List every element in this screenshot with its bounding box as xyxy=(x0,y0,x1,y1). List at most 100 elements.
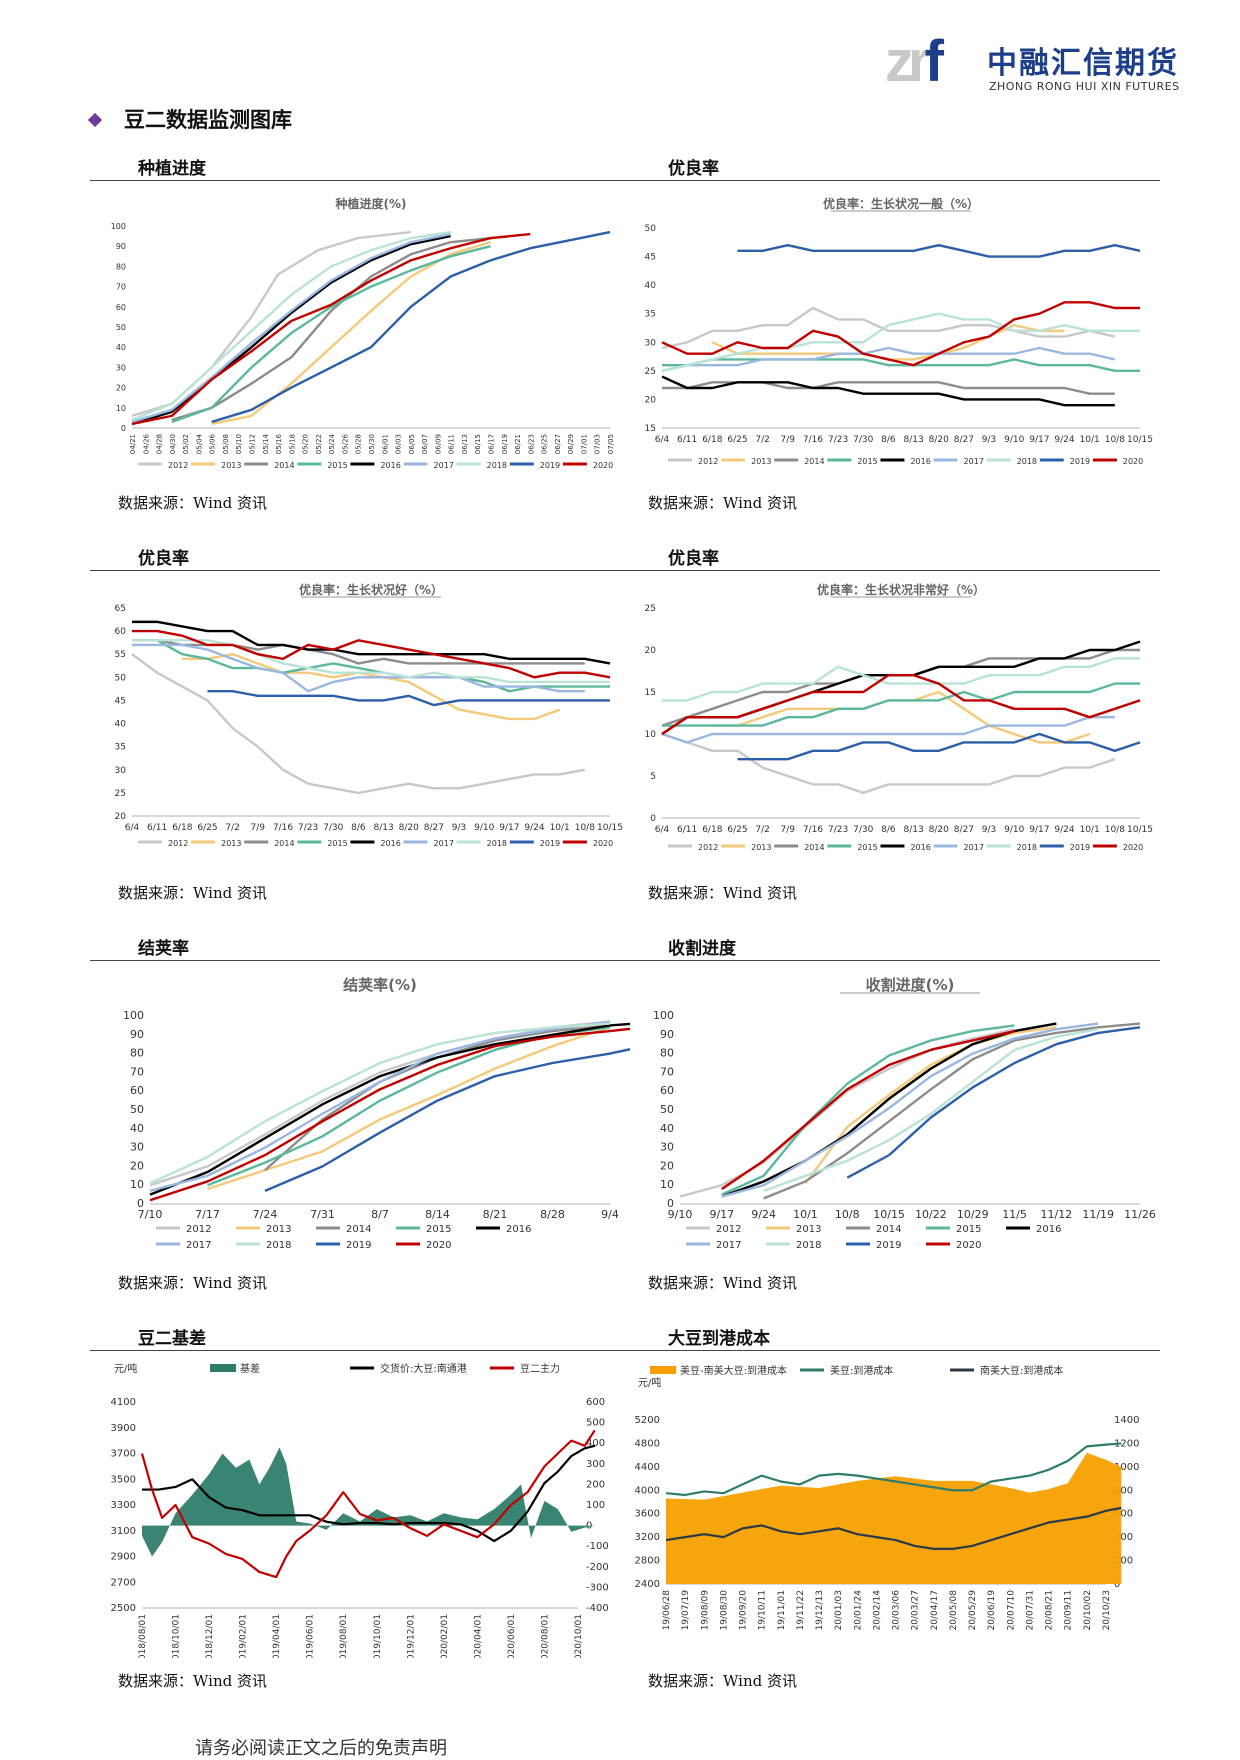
y-tick-label: 35 xyxy=(115,743,126,753)
x-tick-label: 20/10/23 xyxy=(1102,1590,1112,1630)
x-tick-label: 05/14 xyxy=(262,433,270,454)
legend-label: 2012 xyxy=(168,461,188,470)
section-title-text: 豆二数据监测图库 xyxy=(124,108,292,132)
x-tick-label: 10/1 xyxy=(1080,825,1100,835)
legend-label: 2014 xyxy=(346,1224,371,1235)
y-tick-label: 50 xyxy=(116,323,126,332)
x-tick-label: 2019/12/01 xyxy=(406,1614,416,1658)
y-tick-label: 40 xyxy=(645,281,657,291)
x-tick-label: 20/02/14 xyxy=(872,1590,882,1631)
x-tick-label: 06/27 xyxy=(554,434,562,454)
x-tick-label: 05/06 xyxy=(209,433,217,454)
x-tick-label: 9/17 xyxy=(499,823,519,833)
x-tick-label: 06/25 xyxy=(541,434,549,454)
y-tick-label: 45 xyxy=(115,696,126,706)
x-tick-label: 05/04 xyxy=(195,433,203,454)
x-tick-label: 9/24 xyxy=(524,823,544,833)
chart-harvest-progress: 收割进度(%) 0 10 20 30 40 50 60 70 80 90 100 9/10 9/17 9/2… xyxy=(653,976,1156,1251)
block-divider xyxy=(620,570,1160,571)
series-line-2018 xyxy=(661,312,1140,373)
x-tick-label: 10/22 xyxy=(915,1208,947,1221)
series-line-2020 xyxy=(149,1027,630,1202)
chart-good-rate-fair: 优良率：生长状况一般（%） 15 20 25 30 35 40 45 50 6/4 6/11 6/18… xyxy=(645,196,1153,466)
x-tick-label: 6/18 xyxy=(702,435,722,445)
company-logo: zrf 中融汇信期货 ZHONG RONG HUI XIN FUTURES xyxy=(885,28,1185,100)
y-tick-label: 3900 xyxy=(111,1423,136,1434)
legend-label: 2020 xyxy=(1123,457,1143,466)
x-tick-label: 7/2 xyxy=(755,825,769,835)
y-tick-label: 25 xyxy=(645,367,656,377)
y2-tick-label: 500 xyxy=(586,1418,605,1429)
legend-label: 2013 xyxy=(266,1224,291,1235)
y2-tick-label: 1200 xyxy=(1114,1438,1139,1449)
x-tick-label: 8/27 xyxy=(424,823,444,833)
x-tick-label: 06/13 xyxy=(461,434,469,454)
legend-label: 2017 xyxy=(434,839,454,848)
y-tick-label: 60 xyxy=(115,627,127,637)
y-tick-label: 50 xyxy=(645,224,657,234)
x-tick-label: 6/11 xyxy=(677,825,697,835)
series-line-2019 xyxy=(207,690,610,707)
x-tick-label: 10/15 xyxy=(1127,435,1153,445)
x-tick-label: 8/14 xyxy=(425,1208,450,1221)
x-tick-label: 8/6 xyxy=(881,435,896,445)
block-good-rate-good: 优良率 优良率：生长状况好（%） 20 25 30 35 40 45 50 55 60 65 6/4 6… xyxy=(90,544,630,904)
x-tick-label: 05/30 xyxy=(368,434,376,454)
x-tick-label: 7/30 xyxy=(853,435,873,445)
y-tick-label: 20 xyxy=(645,395,657,405)
block-planting-progress: 种植进度 种植进度(%) 0 10 20 30 40 50 60 70 80 90 100 04/21 0… xyxy=(90,154,630,514)
x-tick-label: 7/2 xyxy=(225,823,239,833)
x-tick-label: 19/08/09 xyxy=(700,1590,710,1631)
block-divider xyxy=(90,180,630,181)
series-line-2016 xyxy=(132,620,611,665)
x-tick-label: 9/3 xyxy=(982,825,996,835)
x-tick-label: 11/19 xyxy=(1082,1208,1114,1221)
x-tick-label: 10/29 xyxy=(957,1208,989,1221)
series-line-2013 xyxy=(207,1026,611,1191)
x-tick-label: 7/30 xyxy=(853,825,873,835)
block-good-rate-excellent: 优良率 优良率：生长状况非常好（%） 0 5 10 15 20 25 6/4 6/11 6/18 6… xyxy=(620,544,1160,904)
series-line-南美大豆:到港成本 xyxy=(665,1506,1122,1550)
y-tick-label: 4100 xyxy=(111,1397,136,1408)
x-tick-label: 2020/04/01 xyxy=(473,1614,483,1658)
y2-tick-label: 200 xyxy=(1114,1556,1133,1567)
x-tick-label: 10/8 xyxy=(1105,435,1125,445)
legend-label: 2017 xyxy=(964,843,984,852)
block-divider xyxy=(90,570,630,571)
block-soybean-import-cost: 大豆到港成本 元/吨 2400 2800 3200 3600 4000 4400 4800 52… xyxy=(620,1324,1160,1694)
x-tick-label: 06/11 xyxy=(448,434,456,454)
x-tick-label: 2018/10/01 xyxy=(172,1614,182,1658)
legend-label: 2016 xyxy=(506,1224,531,1235)
x-tick-label: 05/08 xyxy=(222,434,230,454)
chart-title: 优良率：生长状况一般（%） xyxy=(823,196,979,211)
x-tick-label: 10/15 xyxy=(597,823,623,833)
disclaimer-note: 请务必阅读正文之后的免责声明 xyxy=(195,1738,447,1759)
legend-label: 交货价:大豆:南通港 xyxy=(380,1362,467,1375)
x-tick-label: 05/24 xyxy=(328,433,336,454)
block-divider xyxy=(90,960,630,961)
x-tick-label: 06/15 xyxy=(474,434,482,454)
x-tick-label: 07/01 xyxy=(580,434,588,454)
block-title: 优良率 xyxy=(138,549,189,569)
series-line-2012 xyxy=(149,1020,611,1187)
series-line-2019 xyxy=(846,1026,1141,1179)
x-tick-label: 9/10 xyxy=(1004,435,1024,445)
y2-tick-label: -200 xyxy=(586,1562,609,1573)
y-tick-label: 20 xyxy=(115,812,127,822)
x-tick-label: 9/3 xyxy=(982,435,996,445)
legend-label: 2019 xyxy=(346,1240,371,1251)
block-pod-setting: 结荚率 结荚率(%) 0 10 20 30 40 50 60 70 80 90 100 7/10 7/17… xyxy=(90,934,630,1294)
source-note: 数据来源：Wind 资讯 xyxy=(648,494,797,512)
x-tick-label: 19/08/30 xyxy=(719,1590,729,1631)
legend-label: 南美大豆:到港成本 xyxy=(980,1364,1063,1377)
x-tick-label: 20/07/31 xyxy=(1025,1590,1035,1630)
series-line-2012 xyxy=(131,653,586,795)
x-tick-label: 8/20 xyxy=(929,435,949,445)
legend-label: 2013 xyxy=(751,457,771,466)
x-tick-label: 05/28 xyxy=(355,434,363,454)
y-tick-label: 30 xyxy=(116,363,126,372)
x-tick-label: 7/10 xyxy=(138,1208,163,1221)
y-tick-label: 30 xyxy=(660,1141,674,1154)
block-divider xyxy=(620,180,1160,181)
legend-label: 2018 xyxy=(1017,843,1037,852)
